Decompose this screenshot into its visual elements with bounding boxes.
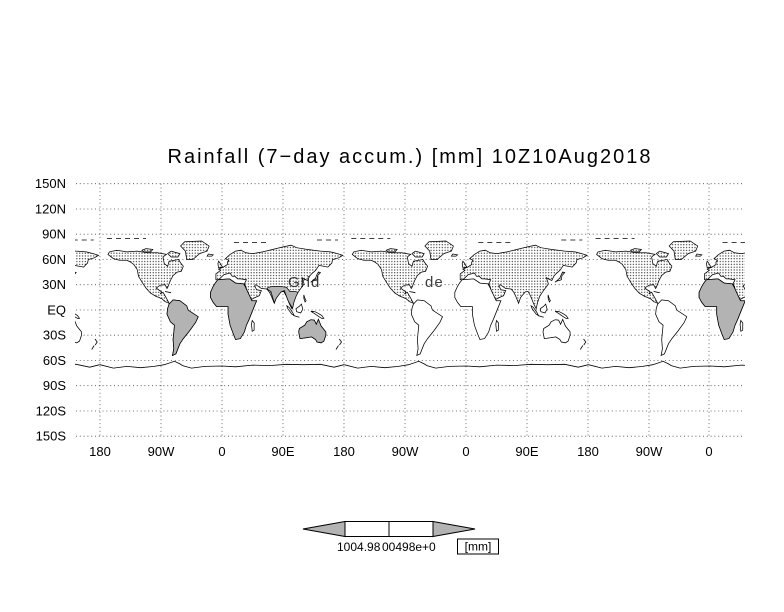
x-tick: 90W: [148, 444, 175, 459]
colorbar-unit: [mm]: [465, 540, 492, 554]
colorbar-label-right: 00498e+0: [382, 540, 436, 554]
y-tick: 150S: [36, 429, 67, 444]
x-tick: 90E: [515, 444, 538, 459]
y-axis-labels: 150N 120N 90N 60N 30N EQ 30S 60S 90S 120…: [35, 176, 66, 444]
colorbar-left-arrow: [302, 520, 346, 538]
world-map: [0, 239, 745, 369]
y-tick: 150N: [35, 176, 66, 191]
y-tick: EQ: [47, 303, 66, 318]
x-axis-labels: 180 90W 0 90E 180 90W 0 90E 180 90W 0: [89, 444, 712, 459]
plot-title: Rainfall (7−day accum.) [mm] 10Z10Aug201…: [168, 146, 653, 168]
x-tick: 0: [462, 444, 469, 459]
y-tick: 120N: [35, 202, 66, 217]
x-tick: 90E: [271, 444, 294, 459]
overlay-text-fragment: de: [425, 274, 444, 291]
y-tick: 60N: [42, 252, 66, 267]
overlay-text-fragment: Grid: [288, 274, 320, 291]
colorbar-label-left: 1004.98: [337, 540, 381, 554]
x-tick: 180: [333, 444, 355, 459]
x-tick: 180: [577, 444, 599, 459]
y-tick: 90N: [42, 227, 66, 242]
y-tick: 30S: [43, 328, 66, 343]
y-tick: 90S: [43, 378, 66, 393]
colorbar-right-arrow: [432, 520, 476, 538]
y-tick: 120S: [36, 404, 67, 419]
x-tick: 0: [705, 444, 712, 459]
x-tick: 90W: [636, 444, 663, 459]
x-tick: 180: [89, 444, 111, 459]
y-tick: 60S: [43, 353, 66, 368]
colorbar: 1004.98 00498e+0 [mm]: [302, 520, 499, 555]
colorbar-unit-box: [457, 538, 499, 555]
grid-lines: [76, 183, 744, 437]
x-tick: 0: [218, 444, 225, 459]
y-tick: 30N: [42, 277, 66, 292]
x-tick: 90W: [392, 444, 419, 459]
